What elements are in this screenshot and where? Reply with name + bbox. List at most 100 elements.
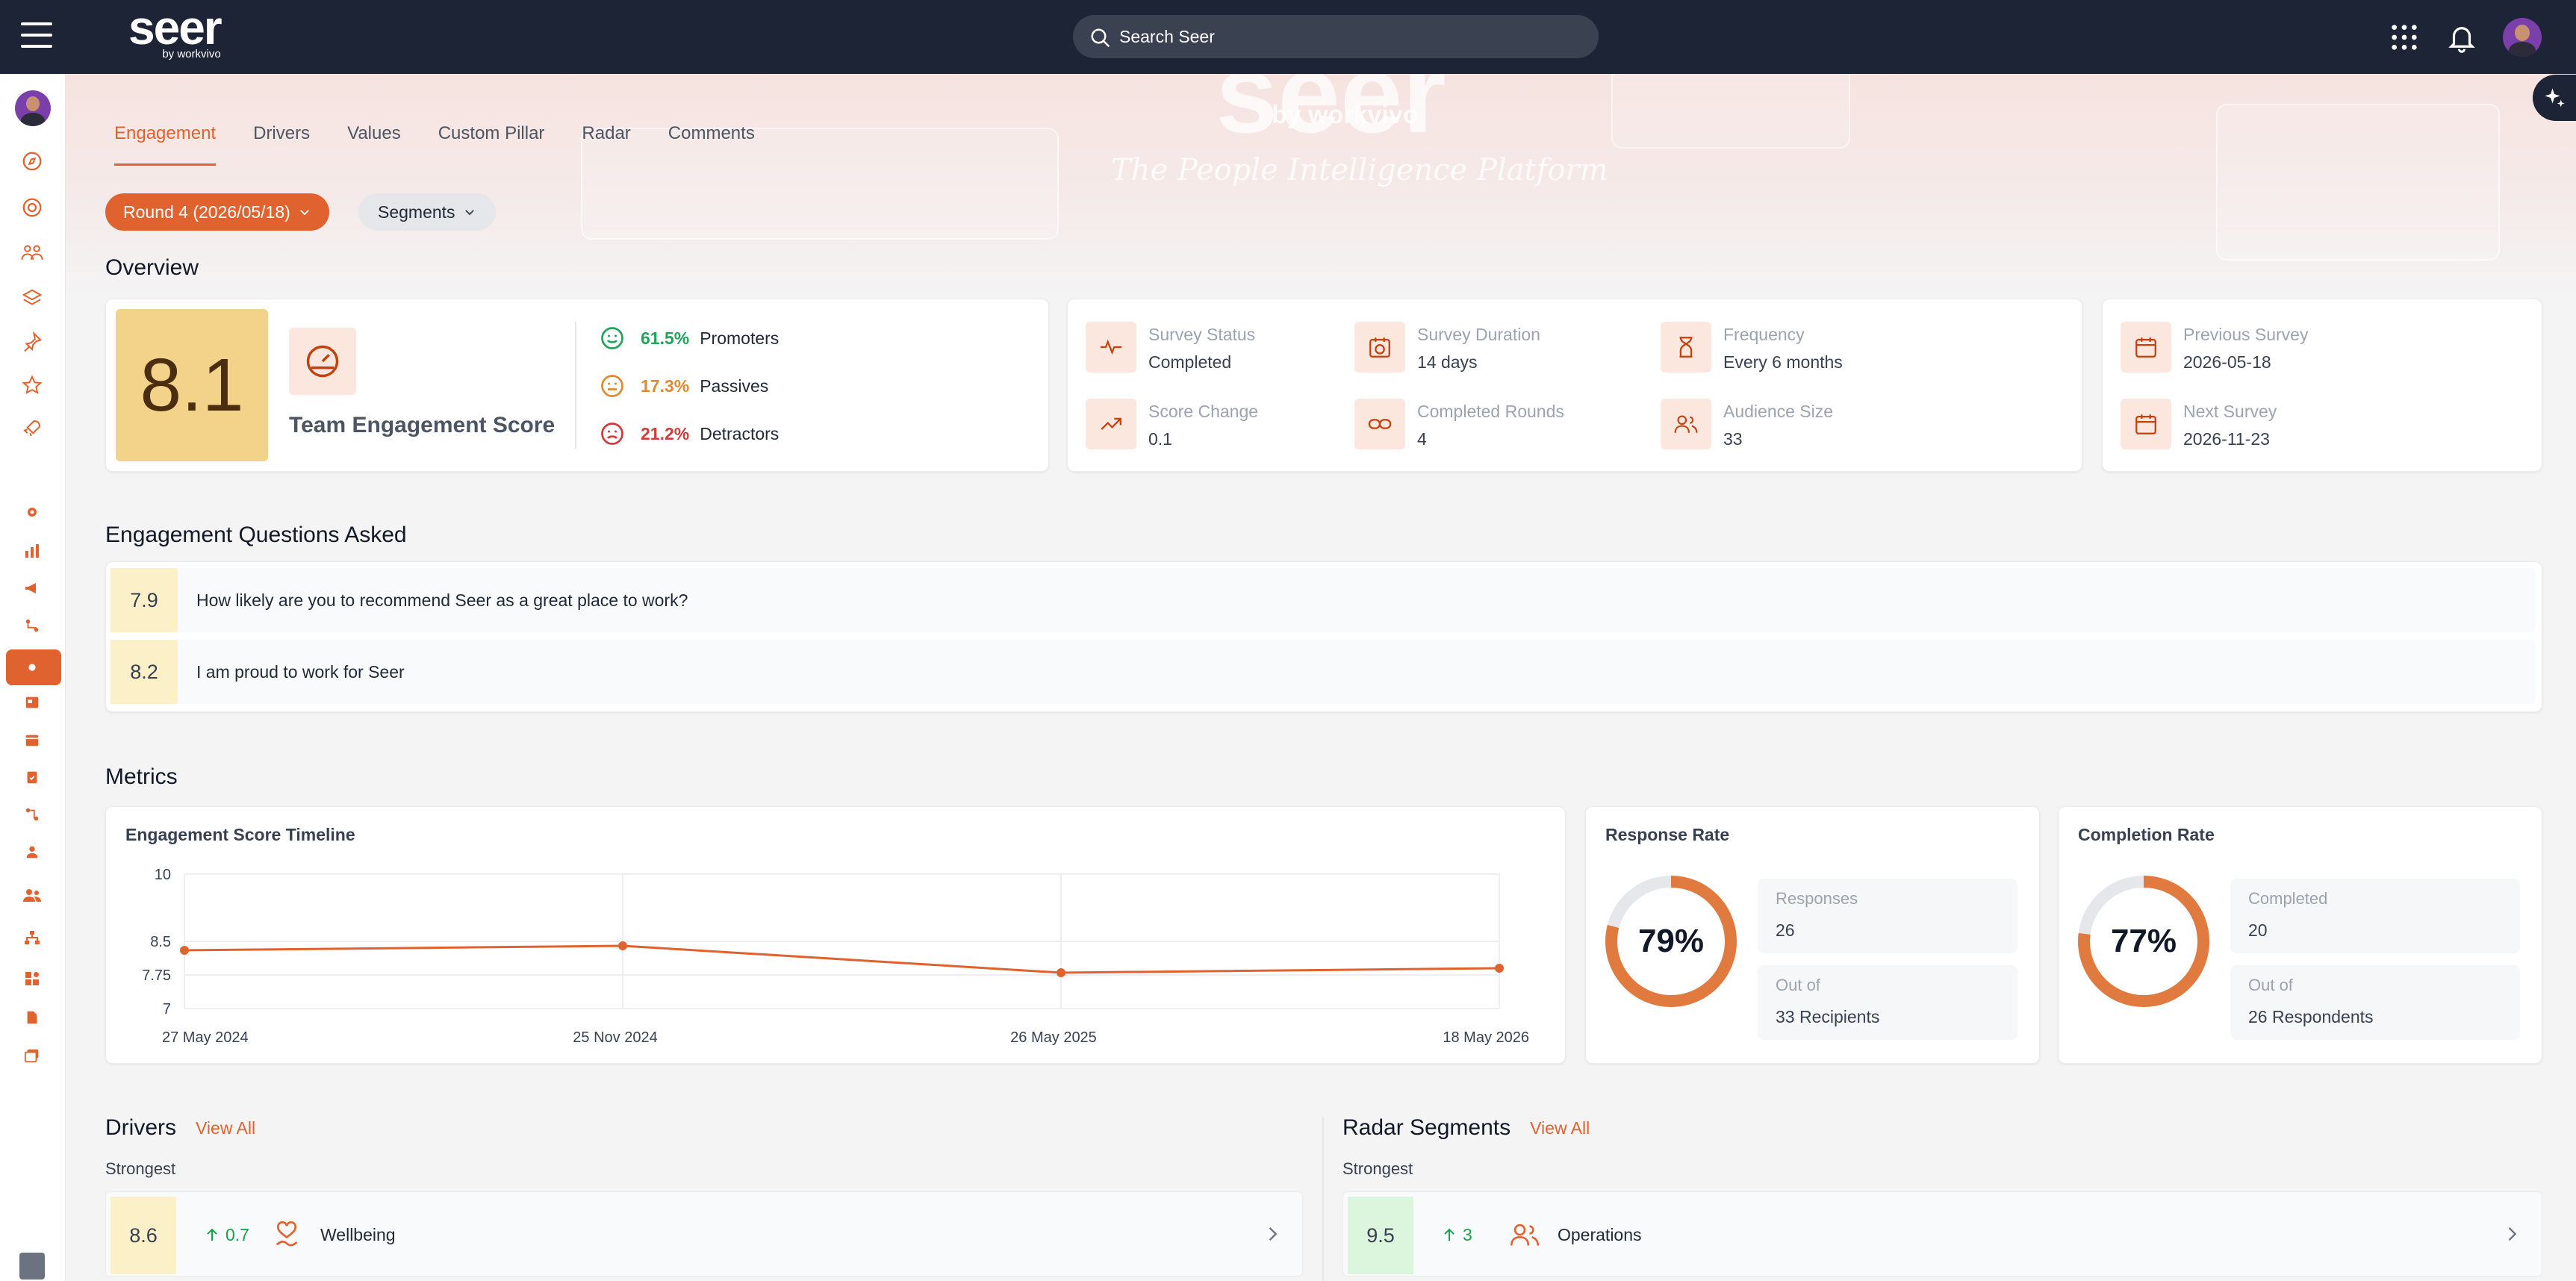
- series-line: [184, 944, 1500, 974]
- drivers-strongest-label: Strongest: [105, 1159, 176, 1178]
- users-icon: [1509, 1192, 1540, 1277]
- previous-survey-stat: Previous Survey 2026-05-18: [2121, 322, 2308, 373]
- response-rate-title: Response Rate: [1605, 825, 1730, 844]
- hero-title: seer: [1216, 74, 1446, 156]
- user-icon[interactable]: [19, 839, 45, 864]
- pin-icon[interactable]: [19, 329, 45, 355]
- question-row[interactable]: 8.2 I am proud to work for Seer: [111, 640, 2536, 704]
- megaphone-icon[interactable]: [19, 576, 45, 601]
- frequency-stat: Frequency Every 6 months: [1661, 322, 1843, 373]
- tab-comments[interactable]: Comments: [668, 123, 755, 143]
- target-icon[interactable]: [19, 195, 45, 220]
- gallery-icon[interactable]: [19, 1043, 45, 1068]
- bell-icon[interactable]: [2446, 22, 2477, 53]
- score-change-stat: Score Change 0.1: [1086, 399, 1258, 449]
- y-tick-label: 8.5: [150, 934, 171, 950]
- survey-stats-card: Survey Status Completed Survey Duration 14…: [1067, 299, 2082, 472]
- tab-radar[interactable]: Radar: [582, 123, 631, 143]
- hero-tagline: The People Intelligence Platform: [1111, 153, 1608, 187]
- next-survey-stat: Next Survey 2026-11-23: [2121, 399, 2277, 449]
- layers-icon[interactable]: [19, 286, 45, 311]
- rocket-icon[interactable]: [19, 416, 45, 441]
- tab-custom-pillar[interactable]: Custom Pillar: [438, 123, 545, 143]
- radar-change: 3: [1440, 1192, 1472, 1277]
- engagement-score: 8.1: [116, 309, 268, 461]
- activity-icon: [1086, 322, 1136, 373]
- round-dropdown[interactable]: Round 4 (2026/05/18): [105, 193, 329, 231]
- hero-decor-card: [1611, 74, 1850, 149]
- widgets-icon[interactable]: [19, 966, 45, 991]
- completion-rate-title: Completion Rate: [2078, 825, 2215, 844]
- search-input[interactable]: Search Seer: [1073, 15, 1599, 58]
- ai-assistant-button[interactable]: [2533, 75, 2576, 121]
- drivers-view-all-link[interactable]: View All: [196, 1118, 256, 1138]
- arrow-up-icon: [207, 1228, 217, 1241]
- org-chart-icon[interactable]: [19, 925, 45, 950]
- document-icon[interactable]: [19, 1005, 45, 1030]
- star-icon[interactable]: [19, 373, 45, 398]
- y-tick-label: 10: [155, 867, 171, 883]
- trending-up-icon: [1086, 399, 1136, 449]
- search-placeholder: Search Seer: [1119, 26, 1215, 46]
- settings-icon[interactable]: [19, 499, 45, 525]
- engagement-timeline-chart: 10 8.5 7.75 7 27 May 2024 25 Nov 2024 26 May 2…: [142, 867, 1529, 1046]
- arrow-up-icon: [1444, 1228, 1455, 1241]
- logo[interactable]: seer by workvivo: [128, 1, 223, 60]
- questions-heading: Engagement Questions Asked: [105, 523, 407, 547]
- detractors-row: 21.2% Detractors: [599, 420, 779, 447]
- sparkle-icon: [2545, 88, 2565, 107]
- survey-duration-stat: Survey Duration 14 days: [1354, 322, 1540, 373]
- passives-row: 17.3% Passives: [599, 373, 768, 399]
- hourglass-icon: [1661, 322, 1711, 373]
- clipboard-icon[interactable]: [19, 764, 45, 790]
- question-row[interactable]: 7.9 How likely are you to recommend Seer…: [111, 568, 2536, 632]
- completed-box: Completed 20: [2230, 879, 2520, 953]
- radar-view-all-link[interactable]: View All: [1530, 1118, 1590, 1138]
- team-icon[interactable]: [19, 882, 45, 908]
- chevron-down-icon: [464, 210, 474, 216]
- compass-icon[interactable]: [19, 149, 45, 174]
- workflow-icon[interactable]: [19, 802, 45, 827]
- engagement-icon[interactable]: [19, 655, 45, 680]
- engagement-score-card: 8.1 Team Engagement Score 61.5% Promoter…: [105, 299, 1049, 472]
- people-icon[interactable]: [19, 240, 45, 265]
- respondents-box: Out of 26 Respondents: [2230, 965, 2520, 1040]
- data-point: [180, 946, 189, 955]
- tab-drivers[interactable]: Drivers: [253, 123, 311, 143]
- radar-strongest-label: Strongest: [1343, 1159, 1413, 1178]
- data-point: [1057, 968, 1065, 977]
- menu-icon[interactable]: [21, 22, 52, 51]
- avatar[interactable]: [2503, 17, 2542, 57]
- driver-row[interactable]: 8.6 0.7 Wellbeing: [105, 1191, 1303, 1277]
- segments-dropdown[interactable]: Segments: [358, 193, 496, 231]
- apps-grid-icon[interactable]: [2389, 22, 2419, 52]
- hero-decor-card: [2216, 104, 2500, 261]
- tab-values[interactable]: Values: [347, 123, 401, 143]
- sidebar-avatar[interactable]: [15, 90, 51, 126]
- radar-row[interactable]: 9.5 3 Operations: [1343, 1191, 2542, 1277]
- tab-engagement[interactable]: Engagement: [114, 123, 217, 166]
- chevron-right-icon: [2508, 1227, 2517, 1241]
- audience-size-stat: Audience Size 33: [1661, 399, 1833, 449]
- survey-status-stat: Survey Status Completed: [1086, 322, 1255, 373]
- calendar-icon[interactable]: [19, 727, 45, 752]
- questions-card: 7.9 How likely are you to recommend Seer…: [105, 561, 2542, 712]
- bar-chart-icon[interactable]: [19, 538, 45, 564]
- promoters-row: 61.5% Promoters: [599, 325, 779, 352]
- question-text: How likely are you to recommend Seer as …: [196, 590, 688, 610]
- x-tick-label: 26 May 2025: [1010, 1029, 1097, 1046]
- y-tick-label: 7: [163, 1001, 171, 1017]
- top-bar: seer by workvivo Search Seer: [0, 0, 2576, 74]
- news-icon[interactable]: [19, 690, 45, 715]
- x-tick-label: 18 May 2026: [1443, 1029, 1529, 1046]
- hero-by: by workvivo: [1272, 101, 1419, 129]
- hero-decor-card: [581, 128, 1059, 240]
- question-text: I am proud to work for Seer: [196, 661, 405, 682]
- hero-banner: seer by workvivo The People Intelligence…: [66, 74, 2576, 298]
- driver-score: 8.6: [111, 1197, 176, 1274]
- chevron-right-icon: [1269, 1227, 1278, 1241]
- workvivo-logo-icon[interactable]: [19, 1253, 45, 1280]
- completion-rate-donut: [2078, 876, 2209, 1007]
- frown-icon: [601, 423, 623, 445]
- flow-icon[interactable]: [19, 613, 45, 638]
